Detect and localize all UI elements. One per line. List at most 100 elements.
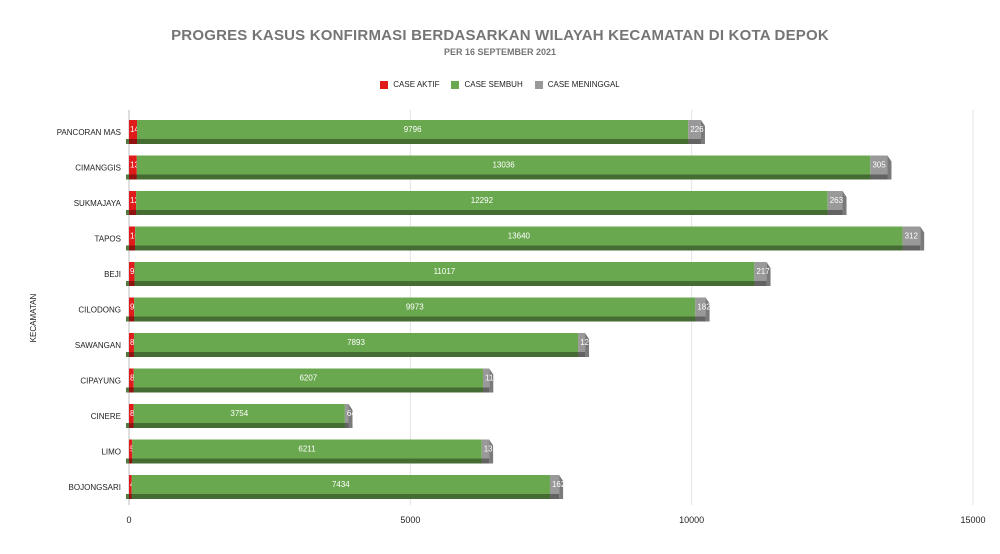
chart-title: PROGRES KASUS KONFIRMASI BERDASARKAN WIL… bbox=[171, 27, 829, 44]
data-label: 64 bbox=[347, 409, 356, 418]
legend-item-case-sembuh[interactable]: CASE SEMBUH bbox=[451, 80, 523, 89]
bar-case-sembuh[interactable] bbox=[136, 155, 871, 175]
bar-case-meninggal[interactable] bbox=[344, 404, 349, 423]
bar-case-sembuh[interactable] bbox=[134, 297, 696, 317]
bar-segment-depth bbox=[131, 494, 550, 499]
bar-segment-depth bbox=[129, 281, 135, 286]
bar-case-meninggal[interactable] bbox=[578, 333, 586, 352]
bar-case-aktif[interactable] bbox=[129, 404, 134, 423]
bar-case-sembuh[interactable] bbox=[136, 191, 828, 210]
data-label: 263 bbox=[830, 196, 844, 205]
bar-segment-depth bbox=[129, 494, 132, 499]
data-label: 9796 bbox=[404, 125, 422, 134]
category-label: SUKMAJAYA bbox=[74, 199, 122, 208]
bar-case-sembuh[interactable] bbox=[133, 333, 579, 352]
bar-case-aktif[interactable] bbox=[129, 120, 138, 139]
bar-end-bevel bbox=[559, 475, 564, 499]
bar-segment-depth bbox=[132, 458, 482, 464]
data-label: 124 bbox=[580, 338, 594, 347]
bar-case-sembuh[interactable] bbox=[134, 262, 755, 281]
legend-label: CASE SEMBUH bbox=[464, 80, 523, 89]
bar-case-meninggal[interactable] bbox=[482, 368, 490, 388]
bar-segment-depth bbox=[129, 174, 137, 180]
bar-case-meninggal[interactable] bbox=[695, 297, 706, 317]
category-label: BOJONGSARI bbox=[69, 483, 121, 492]
data-label: 112 bbox=[485, 374, 498, 383]
bar-case-aktif[interactable] bbox=[129, 368, 134, 388]
data-label: 182 bbox=[697, 303, 711, 312]
bar-segment-depth bbox=[137, 139, 689, 144]
bar-segment-depth bbox=[129, 387, 134, 393]
bar-case-meninggal[interactable] bbox=[902, 226, 921, 246]
bar-case-aktif[interactable] bbox=[129, 297, 135, 317]
bar-segment-depth bbox=[136, 174, 871, 180]
bar-end-bevel bbox=[842, 191, 847, 215]
data-label: 305 bbox=[872, 161, 886, 170]
bar-case-meninggal[interactable] bbox=[754, 262, 767, 281]
legend-item-case-aktif[interactable]: CASE AKTIF bbox=[380, 80, 439, 89]
bar-end-bevel bbox=[489, 439, 494, 464]
bar-case-aktif[interactable] bbox=[129, 439, 133, 459]
legend-label: CASE AKTIF bbox=[393, 80, 440, 89]
bar-segment-depth bbox=[133, 352, 579, 357]
legend-item-case-meninggal[interactable]: CASE MENINGGAL bbox=[534, 80, 620, 89]
bar-segment-depth bbox=[549, 494, 560, 499]
x-tick-label: 10000 bbox=[679, 515, 704, 525]
bar-segment-depth bbox=[827, 210, 843, 215]
data-label: 162 bbox=[552, 480, 566, 489]
bar-case-meninggal[interactable] bbox=[827, 191, 843, 210]
bar-segment-depth bbox=[902, 245, 921, 251]
bar-case-aktif[interactable] bbox=[129, 226, 136, 246]
bar-segment-depth bbox=[133, 423, 345, 428]
bar-case-aktif[interactable] bbox=[129, 475, 132, 494]
bar-case-sembuh[interactable] bbox=[132, 439, 482, 459]
data-label: 12292 bbox=[471, 196, 494, 205]
x-tick-label: 5000 bbox=[400, 515, 420, 525]
data-label: 143 bbox=[130, 125, 144, 134]
bar-end-bevel bbox=[348, 404, 353, 428]
category-label: CIMANGGIS bbox=[75, 164, 121, 173]
data-label: 217 bbox=[756, 267, 770, 276]
bar-segment-depth bbox=[481, 458, 490, 464]
bar-case-aktif[interactable] bbox=[129, 155, 137, 175]
bar-segment-depth bbox=[135, 245, 903, 251]
data-label: 11017 bbox=[434, 267, 456, 276]
category-label: SAWANGAN bbox=[75, 341, 121, 350]
bar-segment-depth bbox=[129, 316, 135, 322]
bar-case-aktif[interactable] bbox=[129, 333, 134, 352]
data-label: 3754 bbox=[230, 409, 248, 418]
bar-end-bevel bbox=[705, 297, 710, 322]
bar-segment-depth bbox=[754, 281, 767, 286]
x-tick-label: 15000 bbox=[960, 515, 985, 525]
bar-case-sembuh[interactable] bbox=[131, 475, 550, 494]
category-label: BEJI bbox=[104, 270, 121, 279]
data-label: 312 bbox=[905, 232, 919, 241]
bar-case-meninggal[interactable] bbox=[549, 475, 560, 494]
bar-case-sembuh[interactable] bbox=[135, 226, 903, 246]
bar-end-bevel bbox=[887, 155, 892, 180]
bar-case-sembuh[interactable] bbox=[133, 404, 345, 423]
data-label: 13640 bbox=[508, 232, 531, 241]
data-label: 7893 bbox=[347, 338, 365, 347]
bar-end-bevel bbox=[700, 120, 705, 144]
category-label: CILODONG bbox=[78, 306, 121, 315]
legend-swatch-red bbox=[380, 80, 389, 89]
bar-case-meninggal[interactable] bbox=[688, 120, 701, 139]
bar-end-bevel bbox=[920, 226, 925, 251]
bar-segment-depth bbox=[129, 210, 137, 215]
bar-case-aktif[interactable] bbox=[129, 262, 135, 281]
bar-segment-depth bbox=[136, 210, 828, 215]
bar-case-sembuh[interactable] bbox=[137, 120, 689, 139]
bar-case-meninggal[interactable] bbox=[481, 439, 490, 459]
bar-case-meninggal[interactable] bbox=[870, 155, 888, 175]
bar-case-aktif[interactable] bbox=[129, 191, 137, 210]
bar-segment-depth bbox=[129, 139, 138, 144]
bar-segment-depth bbox=[129, 458, 133, 464]
legend: CASE AKTIF CASE SEMBUH CASE MENINGGAL bbox=[0, 80, 1000, 89]
bar-segment-depth bbox=[344, 423, 349, 428]
y-axis-title: KECAMATAN bbox=[29, 293, 38, 342]
bar-segment-depth bbox=[133, 387, 483, 393]
bar-case-sembuh[interactable] bbox=[133, 368, 483, 388]
bar-segment-depth bbox=[129, 423, 134, 428]
